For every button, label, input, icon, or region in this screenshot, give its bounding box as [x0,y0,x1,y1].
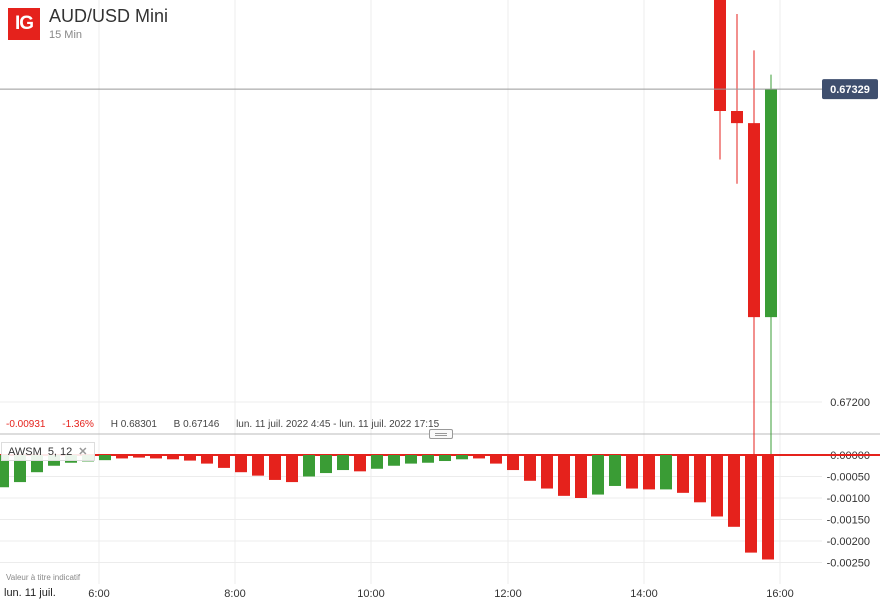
pane-resize-handle[interactable] [429,429,453,439]
osc-bar [388,455,400,466]
osc-bar [643,455,655,490]
current-price-label: 0.67329 [830,84,870,96]
osc-bar [660,455,672,490]
osc-bar [252,455,264,476]
osc-bar [218,455,230,468]
x-tick-label: 16:00 [766,588,794,600]
osc-bar [0,455,9,488]
stats-bar: -0.00931 -1.36% H 0.68301 B 0.67146 lun.… [6,419,453,430]
osc-bar [167,455,179,460]
x-tick-label: 12:00 [494,588,522,600]
osc-bar [439,455,451,462]
osc-bar [184,455,196,461]
osc-bar [422,455,434,463]
osc-y-tick-label: -0.00050 [827,472,870,484]
osc-bar [677,455,689,493]
close-icon[interactable]: ✕ [78,446,88,458]
osc-bar [592,455,604,495]
high-value: H 0.68301 [110,419,157,430]
osc-bar [371,455,383,469]
osc-bar [286,455,298,483]
osc-bar [150,455,162,459]
osc-bar [575,455,587,498]
osc-bar [609,455,621,486]
osc-bar [201,455,213,464]
indicator-label[interactable]: AWSM 5, 12 ✕ [1,442,95,461]
osc-bar [626,455,638,489]
osc-bar [14,455,26,483]
change-value: -0.00931 [6,419,46,430]
osc-bar [320,455,332,474]
date-range: lun. 11 juil. 2022 4:45 - lun. 11 juil. … [236,419,440,430]
osc-bar [354,455,366,472]
osc-y-tick-label: -0.00200 [827,536,870,548]
osc-bar [558,455,570,496]
indicator-params: 5, 12 [47,445,73,458]
ig-logo: IG [8,8,40,40]
osc-bar [694,455,706,503]
x-tick-label: 8:00 [224,588,245,600]
candle [731,111,743,124]
disclaimer-note: Valeur à titre indicatif [6,573,81,582]
candle [748,123,760,318]
current-price-badge [822,79,878,100]
candle [765,89,777,318]
change-percent: -1.36% [62,419,94,430]
osc-bar [133,455,145,458]
osc-bar [269,455,281,480]
osc-bar [762,455,774,560]
candle [714,0,726,111]
osc-bar [235,455,247,473]
osc-bar [303,455,315,477]
low-value: B 0.67146 [173,419,220,430]
osc-bar [473,455,485,459]
osc-bar [541,455,553,489]
x-tick-label: 6:00 [88,588,109,600]
osc-bar [490,455,502,464]
timeframe-label[interactable]: 15 Min [49,29,83,41]
y-tick-label: 0.67200 [830,397,870,409]
osc-bar [507,455,519,471]
osc-bar [524,455,536,481]
x-tick-label: 10:00 [357,588,385,600]
instrument-title: AUD/USD Mini [49,6,169,26]
osc-y-tick-label: -0.00100 [827,493,870,505]
x-tick-label: 14:00 [630,588,658,600]
osc-bar [745,455,757,553]
osc-bar [405,455,417,464]
osc-y-tick-label: -0.00250 [827,558,870,570]
osc-bar [728,455,740,527]
osc-bar [456,455,468,460]
osc-bar [711,455,723,517]
indicator-name: AWSM [8,445,42,458]
date-label: lun. 11 juil. [4,587,56,599]
osc-bar [116,455,128,459]
osc-bar [99,455,111,461]
osc-y-tick-label: -0.00150 [827,515,870,527]
osc-bar [337,455,349,471]
